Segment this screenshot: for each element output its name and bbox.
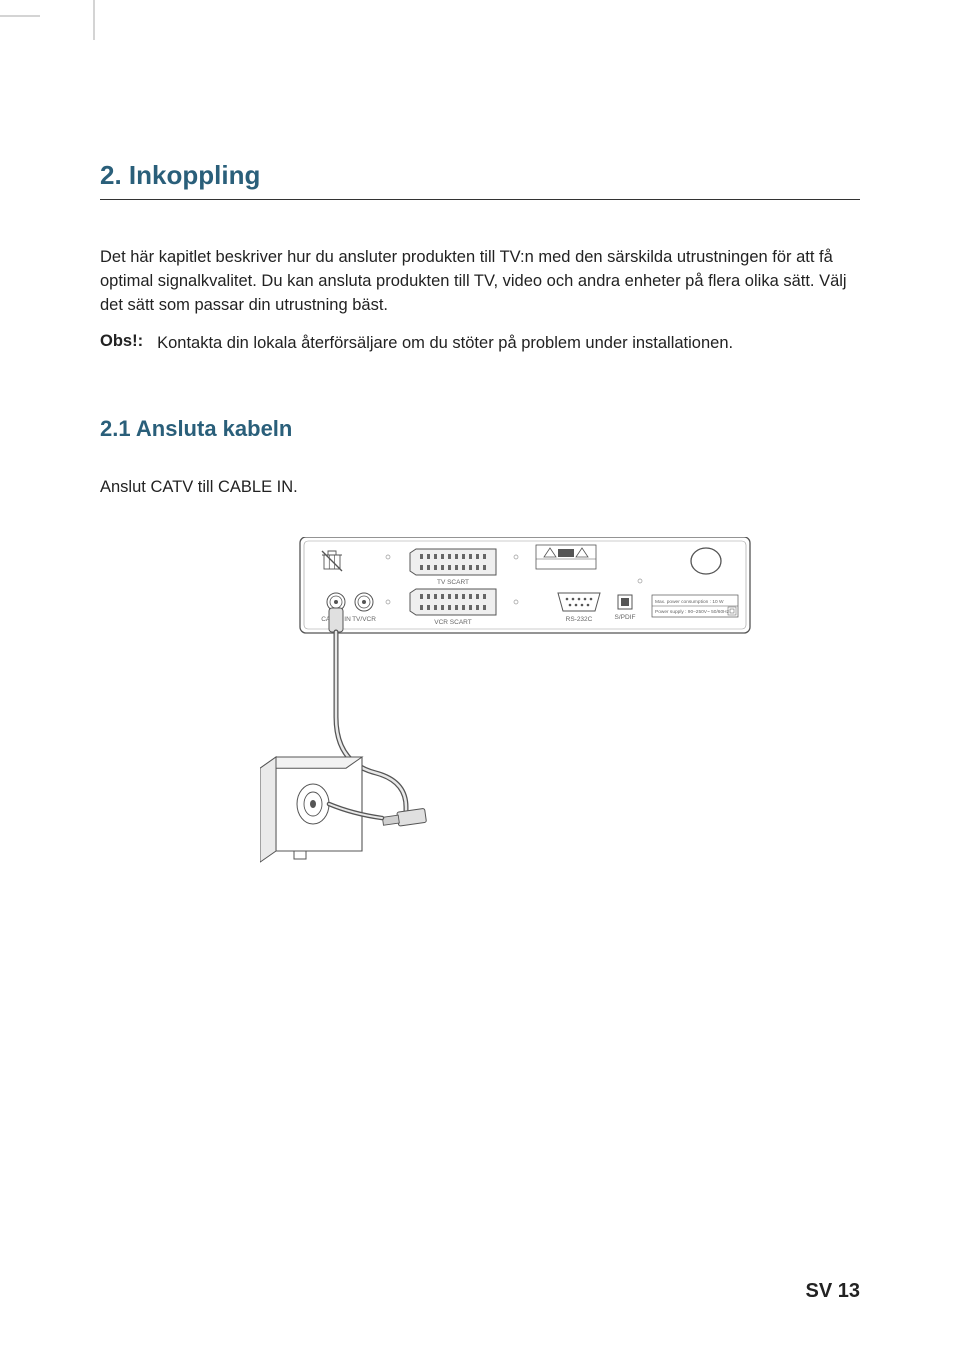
note-label: Obs!:	[100, 332, 143, 356]
svg-text:S/PDIF: S/PDIF	[615, 614, 636, 621]
svg-text:RS-232C: RS-232C	[566, 616, 593, 623]
svg-text:Power supply : 90–250V~ 50/60: Power supply : 90–250V~ 50/60Hz	[655, 609, 730, 615]
manual-page: 2. Inkoppling Det här kapitlet beskriver…	[0, 0, 960, 1359]
intro-paragraph: Det här kapitlet beskriver hur du anslut…	[100, 246, 860, 318]
svg-text:TV SCART: TV SCART	[437, 579, 469, 586]
note-row: Obs!: Kontakta din lokala återförsäljare…	[100, 332, 860, 356]
svg-text:VCR SCART: VCR SCART	[434, 619, 471, 626]
connection-diagram: TV SCARTVCR SCARTCABLE INTV/VCRRS-232CS/…	[260, 537, 860, 872]
svg-text:TV/VCR: TV/VCR	[352, 616, 376, 623]
section-heading: 2.1 Ansluta kabeln	[100, 416, 860, 442]
note-text: Kontakta din lokala återförsäljare om du…	[157, 332, 733, 356]
svg-text:Max. power consumption : 10 W: Max. power consumption : 10 W	[655, 599, 724, 605]
page-number: SV 13	[806, 1280, 860, 1303]
section-paragraph: Anslut CATV till CABLE IN.	[100, 478, 860, 497]
chapter-heading: 2. Inkoppling	[100, 160, 860, 200]
